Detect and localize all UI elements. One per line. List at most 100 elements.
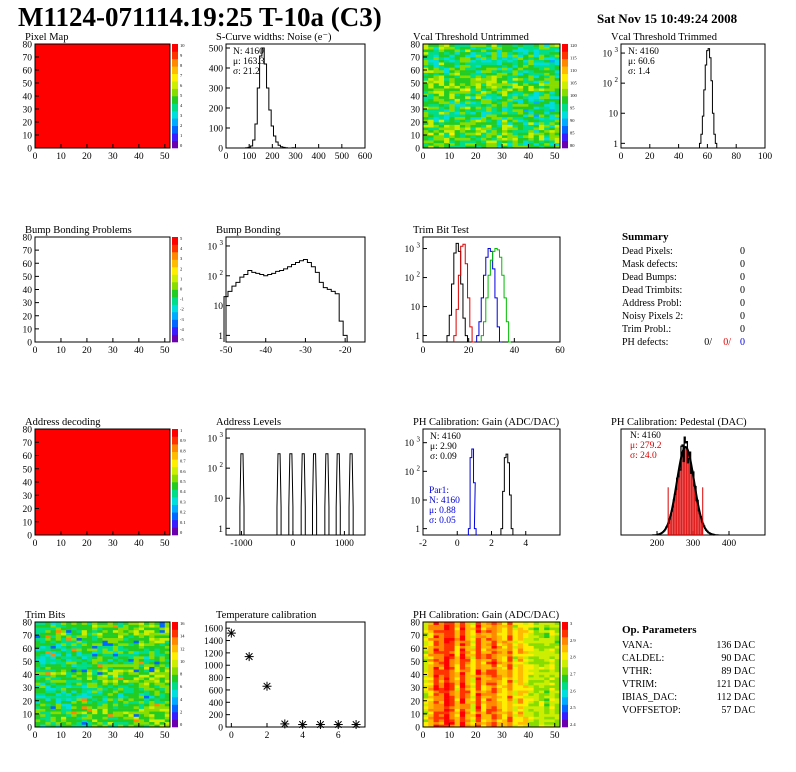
ph-pedestal-fitted-region	[667, 447, 704, 535]
ph-gain-map-cell	[554, 692, 561, 696]
ph-gain-map-cell	[438, 650, 445, 654]
vcal-untrimmed-cell	[528, 44, 534, 47]
vcal-untrimmed-cell	[459, 46, 466, 50]
vcal-untrimmed-cell	[533, 72, 540, 76]
trim-bits-cell	[81, 695, 88, 699]
ph-gain-map-cell	[512, 685, 519, 688]
vcal-untrimmed-cell	[544, 132, 550, 136]
trim-bits-cell	[102, 708, 108, 712]
vcal-trimmed-xtick-label: 0	[619, 152, 624, 162]
ph-gain-map-cell	[507, 687, 513, 691]
vcal-untrimmed-color-scale-label: 120	[570, 43, 578, 48]
address-levels-peak	[348, 453, 354, 535]
ph-gain-map-cell	[502, 724, 508, 728]
ph-gain-map-cell	[465, 716, 471, 720]
trim-bits-title: Trim Bits	[25, 610, 65, 621]
trim-bits-cell	[45, 637, 51, 641]
trim-bits-cell	[71, 703, 77, 707]
trim-bits-cell	[154, 679, 160, 683]
trim-bits-cell	[133, 661, 140, 665]
vcal-untrimmed-cell	[549, 132, 556, 136]
ph-gain-map-cell	[470, 685, 476, 688]
trim-bits-cell	[76, 711, 83, 715]
trim-bits-cell	[138, 624, 145, 628]
trim-bits-cell	[112, 637, 119, 641]
vcal-untrimmed-cell	[459, 132, 466, 136]
ph-gain-map-cell	[512, 640, 519, 644]
vcal-untrimmed-cell	[475, 137, 482, 141]
bump-problems-color-scale-step	[172, 259, 178, 268]
ph-gain-map-cell	[465, 643, 471, 646]
trim-bits-cell	[60, 664, 67, 667]
ph-gain-map-cell	[544, 698, 550, 702]
vcal-untrimmed-cell	[523, 67, 529, 71]
trim-bits-cell	[71, 677, 77, 681]
ph-gain-map-cell	[428, 679, 434, 683]
vcal-untrimmed-cell	[475, 93, 482, 97]
vcal-untrimmed-cell	[459, 80, 466, 84]
trim-bits-cell	[81, 713, 88, 717]
vcal-untrimmed-cell	[517, 119, 524, 123]
trim-bits-cell	[66, 674, 72, 678]
trim-bits-cell	[112, 635, 119, 639]
trim-bits-cell	[86, 629, 93, 633]
trim-bits-cell	[159, 632, 166, 636]
ph-gain-map-cell	[475, 721, 482, 725]
trim-bits-color-scale-step	[172, 674, 178, 683]
address-decoding-color-scale-label: 0.7	[180, 459, 186, 464]
vcal-untrimmed-cell	[528, 88, 534, 92]
vcal-untrimmed-cell	[438, 77, 445, 81]
trim-bits-cell	[35, 624, 41, 628]
trim-bits-cell	[154, 687, 160, 691]
vcal-untrimmed-cell	[502, 72, 508, 76]
ph-gain-map-cell	[423, 677, 429, 681]
trim-bits-cell	[86, 650, 93, 654]
ph-gain-map-cell	[444, 719, 450, 723]
trim-bits-cell	[92, 666, 98, 670]
vcal-untrimmed-cell	[517, 137, 524, 141]
ph-gain-map-cell	[502, 640, 508, 644]
ph-gain-map-cell	[491, 648, 498, 652]
ph-gain-map-cell	[480, 692, 487, 696]
trim-bits-cell	[92, 692, 98, 696]
vcal-untrimmed-cell	[549, 62, 556, 66]
trim-bit-test-ytick-exponent: 3	[417, 242, 421, 250]
trim-bits-cell	[86, 664, 93, 667]
ph-gain-map-cell	[517, 685, 524, 688]
vcal-untrimmed-cell	[512, 85, 519, 89]
trim-bits-cell	[40, 627, 46, 631]
vcal-untrimmed-color-scale-step	[562, 73, 568, 82]
vcal-untrimmed-cell	[538, 98, 545, 102]
ph-gain-map-cell	[433, 666, 440, 670]
vcal-untrimmed-cell	[438, 109, 445, 112]
ph-gain-map-cell	[475, 677, 482, 681]
vcal-untrimmed-cell	[544, 106, 550, 110]
ph-gain-map-cell	[533, 629, 540, 633]
ph-gain-map-cell	[475, 708, 482, 712]
ph-gain-map-cell	[507, 719, 513, 723]
vcal-untrimmed-cell	[538, 137, 545, 141]
trim-bits-cell	[138, 635, 145, 639]
trim-bits-cell	[149, 679, 155, 683]
ph-gain-map-cell	[428, 677, 434, 681]
trim-bits-cell	[149, 724, 155, 728]
ph-gain-map-cell	[496, 627, 503, 631]
ph-gain-map-cell	[433, 724, 440, 728]
trim-bits-cell	[86, 719, 93, 723]
vcal-untrimmed-cell	[523, 59, 529, 63]
ph-gain-map-cell	[502, 637, 508, 641]
trim-bits-color-scale-step	[172, 704, 178, 713]
vcal-untrimmed-cell	[438, 80, 445, 84]
trim-bits-cell	[35, 687, 41, 691]
ph-gain-map-cell	[470, 706, 476, 709]
address-levels-peak	[311, 453, 318, 535]
vcal-untrimmed-cell	[486, 103, 492, 107]
vcal-untrimmed-cell	[470, 124, 476, 128]
trim-bits-cell	[97, 643, 103, 646]
vcal-untrimmed-cell	[496, 70, 503, 73]
trim-bits-cell	[149, 645, 155, 649]
ph-gain-map-cell	[470, 658, 476, 662]
trim-bits-cell	[102, 669, 108, 673]
trim-bits-color-scale-label: 8	[180, 672, 183, 677]
